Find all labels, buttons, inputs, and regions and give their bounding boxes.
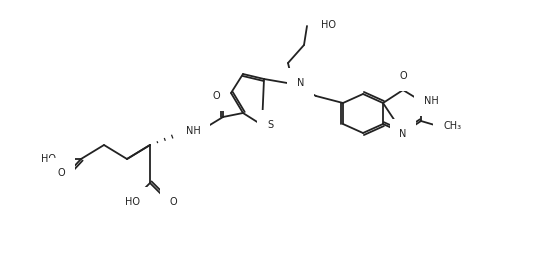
Text: HO: HO	[41, 154, 56, 164]
Text: N: N	[297, 78, 304, 88]
Text: S: S	[267, 120, 273, 130]
Text: NH: NH	[424, 96, 439, 106]
Text: HO: HO	[321, 20, 336, 30]
Text: O: O	[170, 197, 178, 207]
Text: O: O	[212, 91, 220, 101]
Text: N: N	[399, 129, 406, 139]
Text: CH₃: CH₃	[443, 121, 461, 131]
Text: O: O	[399, 71, 407, 81]
Text: NH: NH	[186, 126, 200, 136]
Text: O: O	[57, 168, 65, 178]
Text: HO: HO	[125, 197, 140, 207]
